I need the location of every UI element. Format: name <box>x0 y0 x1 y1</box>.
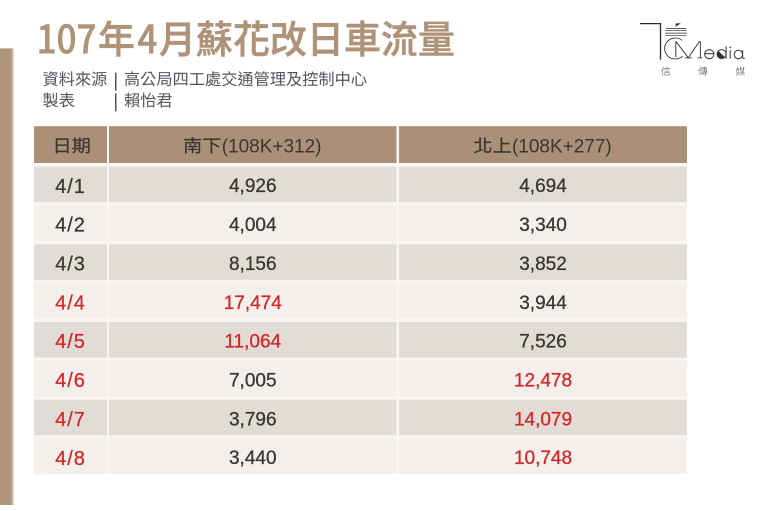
svg-text:3,796: 3,796 <box>229 409 277 430</box>
svg-text:3,852: 3,852 <box>519 254 567 275</box>
svg-text:4,004: 4,004 <box>229 215 277 236</box>
svg-text:4/4: 4/4 <box>55 292 86 314</box>
svg-text:4/3: 4/3 <box>55 254 86 276</box>
svg-text:4,926: 4,926 <box>229 176 277 197</box>
svg-text:7,526: 7,526 <box>519 332 567 353</box>
svg-text:8,156: 8,156 <box>229 254 277 275</box>
svg-text:4/1: 4/1 <box>55 176 86 198</box>
svg-text:17,474: 17,474 <box>224 293 283 314</box>
svg-text:4/7: 4/7 <box>55 409 86 431</box>
svg-text:12,478: 12,478 <box>514 370 572 391</box>
svg-text:4/5: 4/5 <box>55 331 86 353</box>
svg-text:3,440: 3,440 <box>229 448 277 469</box>
svg-text:(108K+312): (108K+312) <box>222 136 322 157</box>
svg-text:10,748: 10,748 <box>514 448 572 469</box>
svg-text:4/6: 4/6 <box>55 370 86 392</box>
svg-text:7,005: 7,005 <box>229 370 277 391</box>
svg-text:14,079: 14,079 <box>514 409 572 430</box>
svg-text:4,694: 4,694 <box>519 176 567 197</box>
svg-text:11,064: 11,064 <box>224 332 281 353</box>
svg-text:(108K+277): (108K+277) <box>512 136 612 157</box>
svg-text:3,340: 3,340 <box>519 215 567 236</box>
svg-text:4/8: 4/8 <box>55 448 86 470</box>
svg-text:4/2: 4/2 <box>55 215 86 237</box>
svg-text:3,944: 3,944 <box>519 293 567 314</box>
